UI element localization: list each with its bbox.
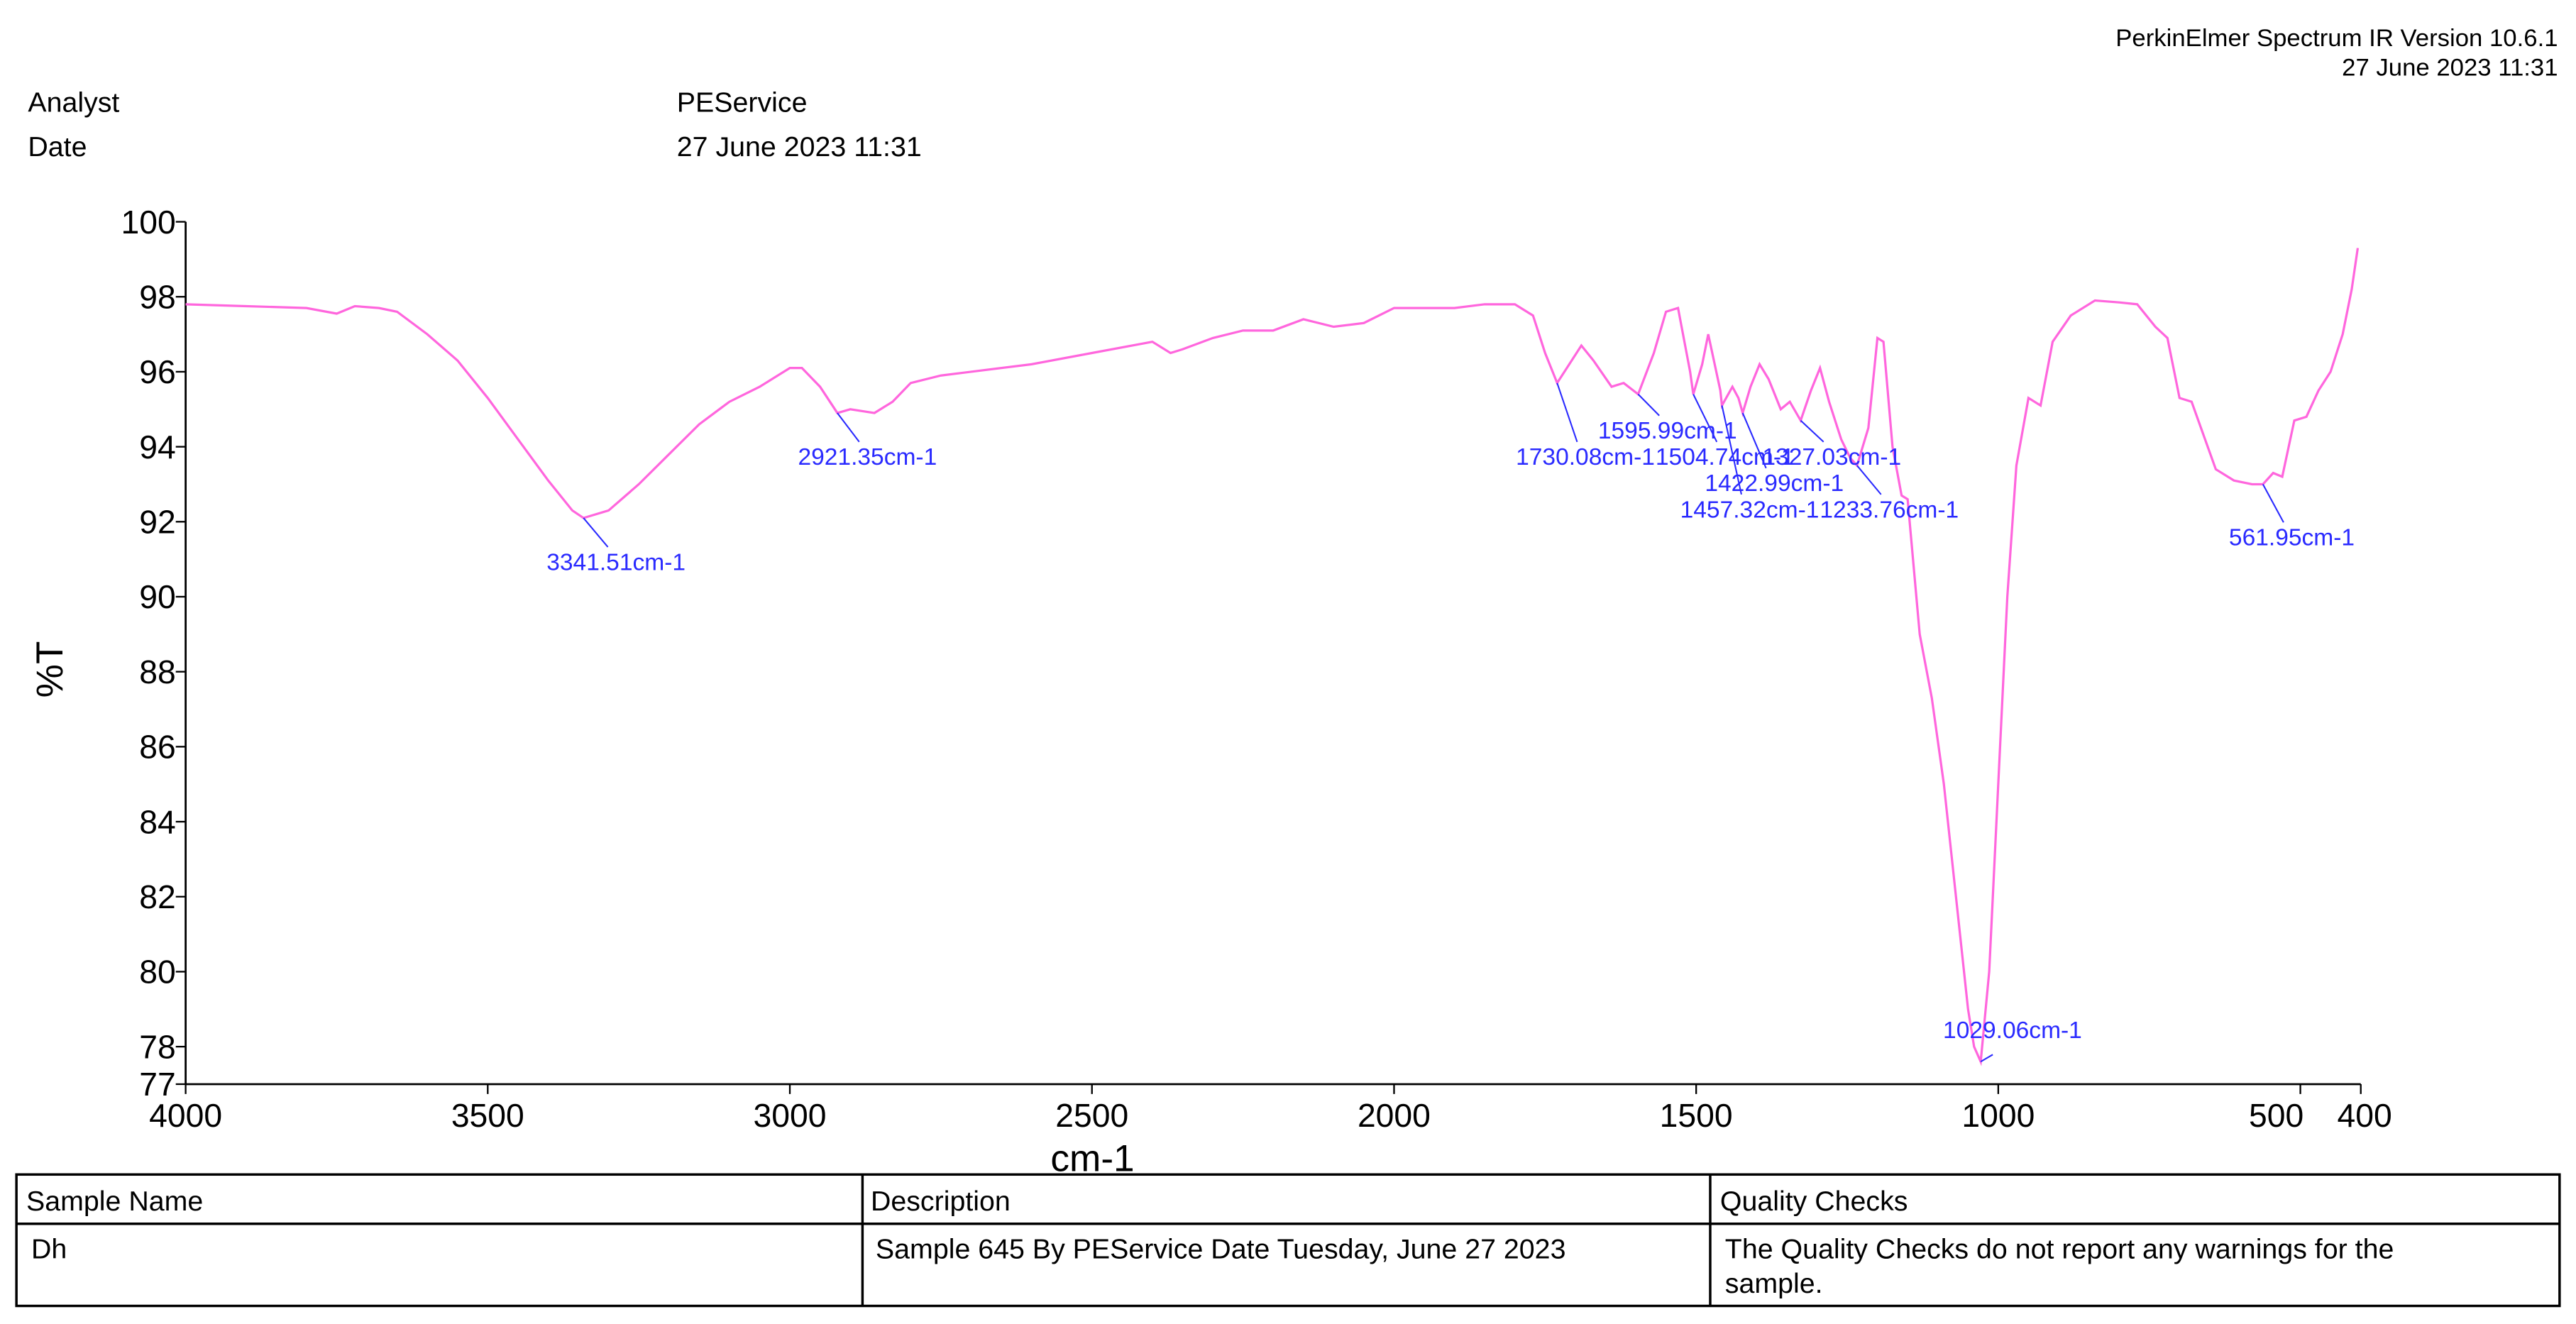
peak-label: 1327.03cm-1	[1762, 444, 1901, 470]
x-tick-label: 1000	[1961, 1097, 2035, 1134]
peak-leader	[1856, 465, 1882, 495]
x-tick-label: 1500	[1660, 1097, 1733, 1134]
y-tick-label: 96	[139, 353, 176, 390]
y-tick-label: 92	[139, 504, 176, 541]
peak-label: 1730.08cm-1	[1516, 444, 1655, 470]
analyst-label: Analyst	[28, 87, 119, 118]
peak-leader	[1800, 419, 1824, 443]
column-header: Sample Name	[26, 1186, 203, 1217]
spectrum-line	[185, 248, 2360, 1066]
date-value: 27 June 2023 11:31	[677, 131, 922, 162]
x-tick-label: 2000	[1358, 1097, 1431, 1134]
column-header: Description	[871, 1186, 1011, 1217]
y-tick-label: 77	[139, 1066, 176, 1103]
peak-leader	[1692, 394, 1718, 443]
x-tick-label: 400	[2337, 1097, 2391, 1134]
analyst-value: PEService	[677, 87, 808, 118]
peak-leader	[2262, 483, 2284, 523]
y-tick-label: 100	[121, 204, 175, 241]
y-tick-label: 86	[139, 729, 176, 766]
peak-label: 1233.76cm-1	[1820, 497, 1959, 523]
peak-label: 2921.35cm-1	[798, 444, 937, 470]
x-axis-title: cm-1	[1050, 1138, 1134, 1180]
x-tick-label: 2500	[1055, 1097, 1128, 1134]
y-tick-label: 78	[139, 1028, 176, 1065]
y-axis-title: %T	[29, 641, 71, 697]
report-date: 27 June 2023 11:31	[2342, 55, 2558, 82]
peak-label: 1422.99cm-1	[1705, 470, 1844, 497]
peak-leader	[583, 517, 609, 548]
y-tick-label: 98	[139, 278, 176, 315]
y-tick-label: 94	[139, 429, 176, 465]
peak-leader	[1556, 382, 1578, 443]
x-tick-label: 3000	[754, 1097, 827, 1134]
peak-label: 3341.51cm-1	[546, 549, 686, 575]
peak-label: 1504.74cm-1	[1656, 444, 1795, 470]
x-tick-label: 4000	[149, 1097, 222, 1134]
software-version: PerkinElmer Spectrum IR Version 10.6.1	[2115, 25, 2558, 52]
date-label: Date	[28, 131, 87, 162]
peak-label: 1029.06cm-1	[1943, 1017, 2082, 1044]
peak-leader	[1980, 1054, 1993, 1063]
table-border	[15, 1173, 2561, 1308]
peak-label: 1457.32cm-1	[1680, 497, 1820, 523]
y-tick-label: 80	[139, 954, 176, 991]
peak-label: 1595.99cm-1	[1598, 418, 1737, 444]
peak-leader	[1741, 412, 1767, 469]
x-tick-label: 3500	[451, 1097, 524, 1134]
table-cell: sample.	[1725, 1268, 1823, 1299]
peak-leader	[1721, 405, 1742, 495]
y-tick-label: 88	[139, 653, 176, 690]
table-cell: The Quality Checks do not report any war…	[1725, 1233, 2394, 1264]
table-cell: Sample 645 By PEService Date Tuesday, Ju…	[876, 1233, 1566, 1264]
x-tick-label: 500	[2249, 1097, 2303, 1134]
y-tick-label: 84	[139, 803, 176, 840]
y-tick-label: 82	[139, 878, 176, 915]
table-cell: Dh	[31, 1233, 67, 1264]
sample-table: Sample Name Description Quality Checks Dh Sa…	[15, 1173, 2561, 1308]
column-header: Quality Checks	[1720, 1186, 1908, 1217]
peak-leader	[837, 412, 860, 443]
peak-label: 561.95cm-1	[2229, 525, 2355, 551]
peak-leader	[1637, 393, 1660, 416]
y-tick-label: 90	[139, 578, 176, 615]
